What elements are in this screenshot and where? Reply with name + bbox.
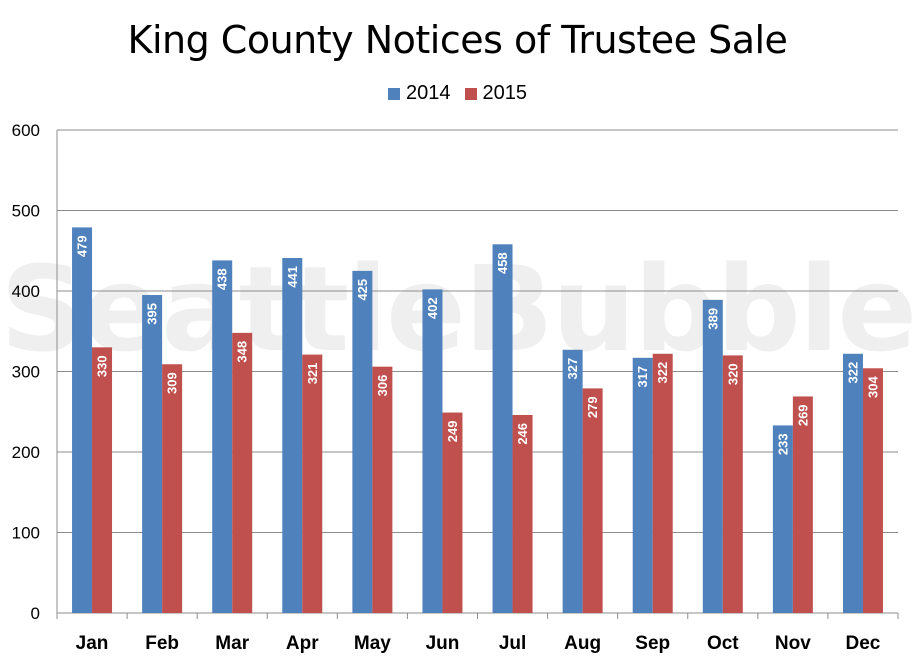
bar-2015-jul bbox=[512, 414, 533, 613]
bar-2015-dec bbox=[862, 368, 883, 613]
data-label-2015-nov: 269 bbox=[795, 404, 810, 426]
y-tick-label-200: 200 bbox=[12, 443, 40, 462]
legend: 2014 2015 bbox=[0, 82, 915, 105]
bar-2015-oct bbox=[722, 355, 743, 613]
data-label-2014-may: 425 bbox=[355, 279, 370, 301]
x-tick-label-jun: Jun bbox=[426, 633, 460, 654]
bar-2015-feb bbox=[162, 364, 183, 613]
bar-2015-nov bbox=[792, 396, 813, 613]
bar-2014-jul bbox=[492, 244, 513, 613]
data-label-2014-nov: 233 bbox=[775, 433, 790, 455]
legend-label-2014: 2014 bbox=[406, 82, 451, 104]
data-label-2015-feb: 309 bbox=[165, 372, 180, 394]
bar-2015-jun bbox=[442, 412, 463, 613]
data-label-2015-apr: 321 bbox=[305, 363, 320, 385]
bar-2014-dec bbox=[842, 353, 863, 613]
data-label-2014-mar: 438 bbox=[215, 268, 230, 290]
x-tick-label-dec: Dec bbox=[846, 633, 881, 654]
bar-2015-sep bbox=[652, 353, 673, 613]
legend-swatch-2015 bbox=[464, 87, 477, 100]
y-tick-label-300: 300 bbox=[12, 363, 40, 382]
x-tick-label-mar: Mar bbox=[215, 633, 249, 654]
data-label-2015-may: 306 bbox=[375, 375, 390, 397]
bar-2015-may bbox=[372, 366, 393, 613]
y-tick-label-500: 500 bbox=[12, 202, 40, 221]
bar-2015-mar bbox=[232, 332, 253, 613]
legend-item-2015: 2015 bbox=[464, 82, 528, 105]
data-label-2014-oct: 389 bbox=[705, 308, 720, 330]
x-tick-label-may: May bbox=[354, 633, 391, 654]
data-label-2014-aug: 327 bbox=[565, 358, 580, 380]
data-label-2015-oct: 320 bbox=[725, 363, 740, 385]
bar-2014-sep bbox=[632, 357, 653, 613]
bar-2014-aug bbox=[562, 349, 583, 613]
chart-title: King County Notices of Trustee Sale bbox=[127, 18, 788, 62]
y-tick-label-400: 400 bbox=[12, 282, 40, 301]
x-tick-label-oct: Oct bbox=[707, 633, 739, 654]
data-label-2014-sep: 317 bbox=[635, 366, 650, 388]
legend-label-2015: 2015 bbox=[482, 82, 528, 104]
bar-2014-jan bbox=[72, 227, 93, 613]
bar-2015-aug bbox=[582, 388, 603, 613]
bar-2014-jun bbox=[422, 289, 443, 613]
data-label-2014-apr: 441 bbox=[285, 266, 300, 288]
bar-2014-feb bbox=[142, 295, 163, 613]
bar-2014-mar bbox=[212, 260, 233, 613]
data-label-2014-jun: 402 bbox=[425, 297, 440, 319]
x-tick-label-feb: Feb bbox=[145, 633, 179, 654]
data-label-2014-jul: 458 bbox=[495, 252, 510, 274]
data-label-2015-jan: 330 bbox=[95, 355, 110, 377]
data-label-2015-mar: 348 bbox=[235, 341, 250, 363]
legend-swatch-2014 bbox=[388, 87, 400, 100]
bar-2014-may bbox=[352, 270, 373, 613]
data-label-2014-dec: 322 bbox=[845, 362, 860, 384]
data-label-2015-dec: 304 bbox=[865, 376, 880, 398]
x-tick-label-apr: Apr bbox=[286, 633, 319, 654]
bar-2014-apr bbox=[282, 257, 303, 613]
data-label-2014-feb: 395 bbox=[145, 303, 160, 325]
data-label-2015-aug: 279 bbox=[585, 396, 600, 418]
bar-2014-oct bbox=[702, 299, 723, 613]
data-label-2014-jan: 479 bbox=[75, 235, 90, 257]
bar-2015-apr bbox=[302, 354, 323, 613]
x-tick-label-jul: Jul bbox=[499, 633, 526, 654]
x-tick-label-aug: Aug bbox=[564, 633, 601, 654]
bar-2014-nov bbox=[772, 425, 793, 613]
x-tick-label-jan: Jan bbox=[76, 633, 109, 654]
y-tick-label-100: 100 bbox=[12, 524, 40, 543]
data-label-2015-jun: 249 bbox=[445, 421, 460, 443]
x-tick-label-nov: Nov bbox=[775, 633, 811, 654]
x-tick-label-sep: Sep bbox=[635, 633, 670, 654]
data-label-2015-jul: 246 bbox=[515, 423, 530, 445]
legend-item-2014: 2014 bbox=[388, 82, 451, 105]
y-tick-label-0: 0 bbox=[31, 604, 40, 623]
bar-2015-jan bbox=[92, 347, 113, 613]
y-tick-label-600: 600 bbox=[12, 121, 40, 140]
data-label-2015-sep: 322 bbox=[655, 362, 670, 384]
